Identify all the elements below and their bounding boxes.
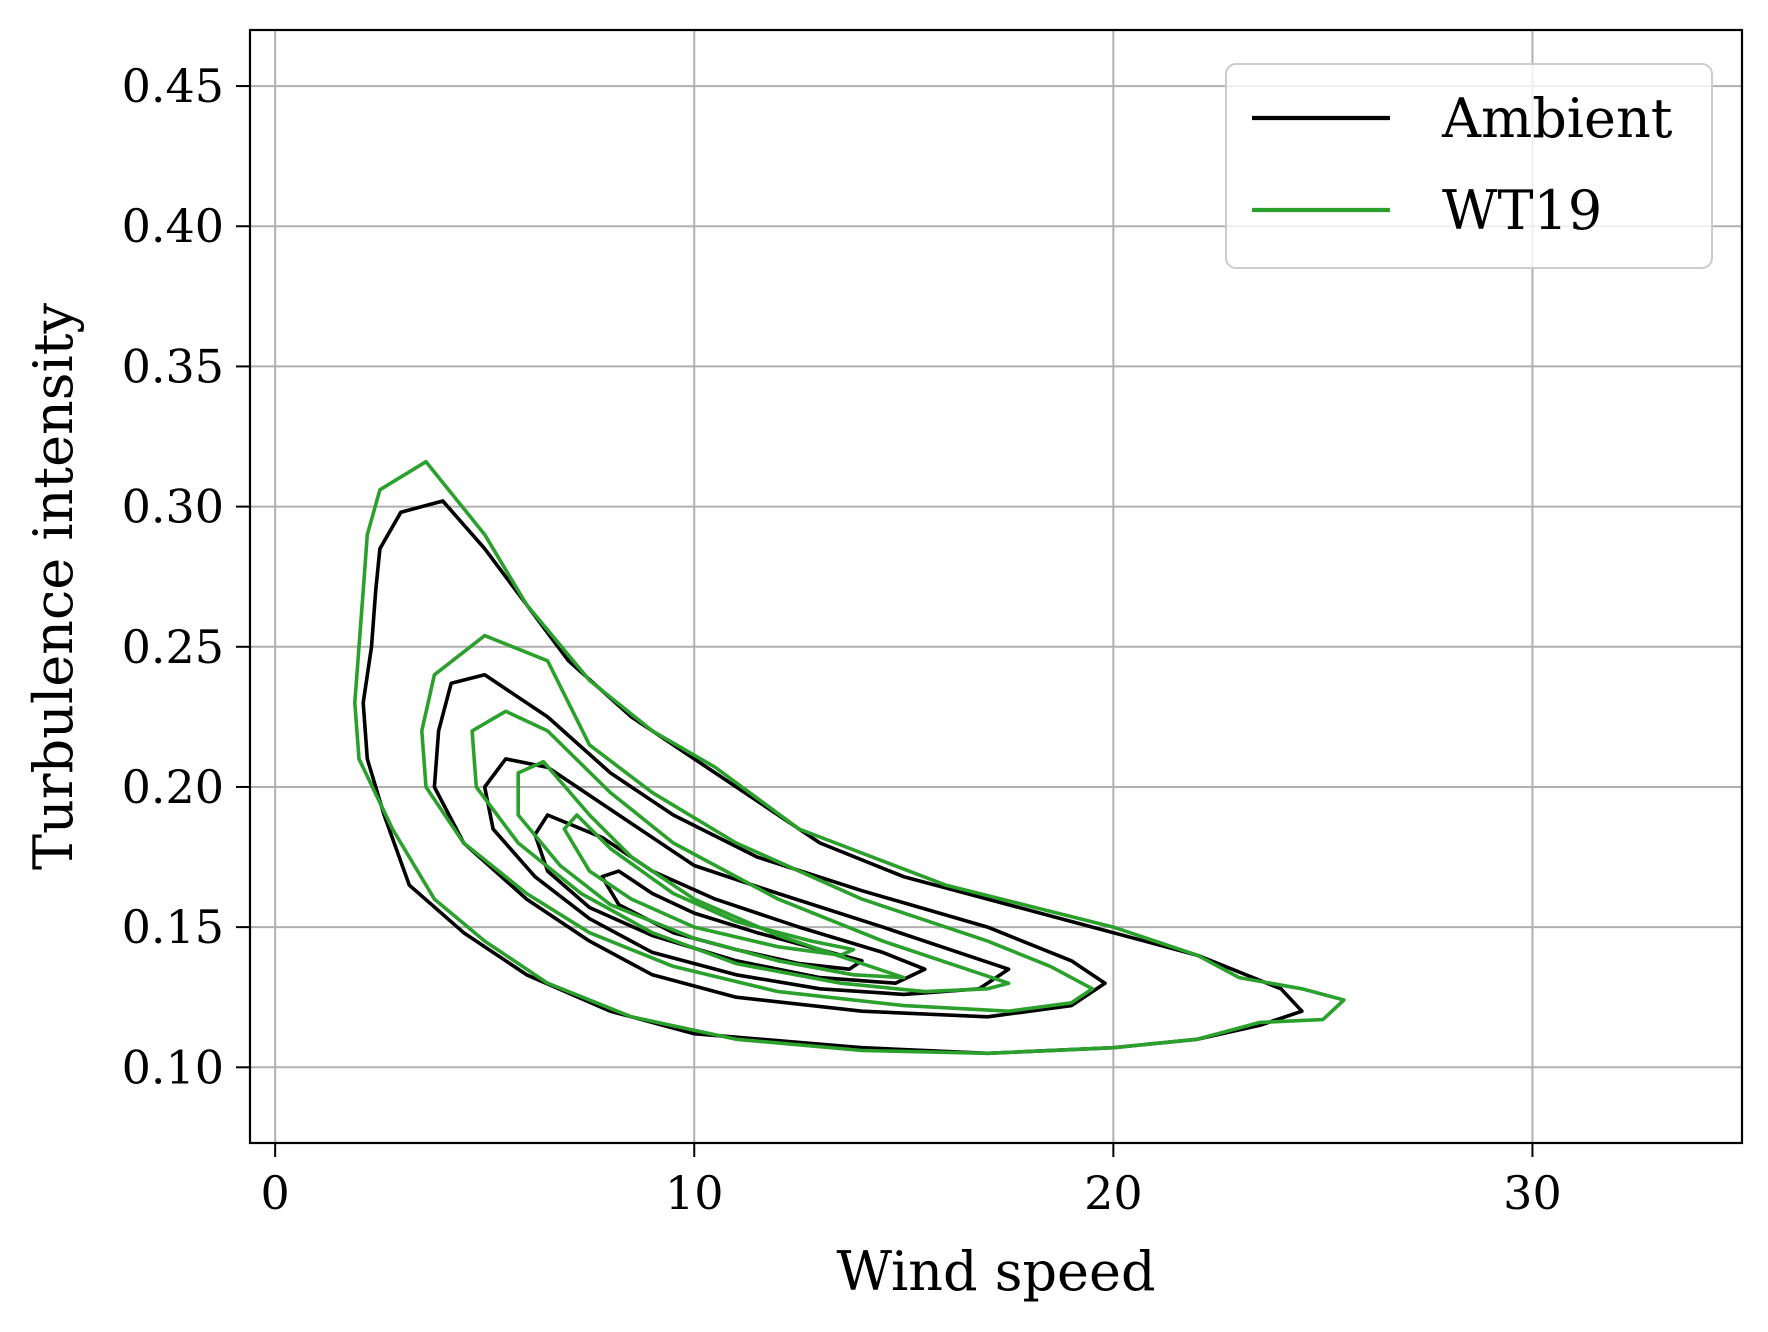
series-wt19 <box>352 459 1346 1056</box>
x-tick-label: 30 <box>1503 1166 1562 1220</box>
y-tick-label: 0.10 <box>122 1040 224 1094</box>
x-axis: 0 10 20 30 <box>261 1143 1562 1220</box>
legend-box <box>1225 63 1713 269</box>
series-ambient <box>361 499 1304 1056</box>
y-axis-label: Turbulence intensity <box>22 303 85 870</box>
y-tick-label: 0.35 <box>122 339 224 393</box>
legend-label: Ambient <box>1441 87 1673 150</box>
contour-ambient <box>361 499 1304 1056</box>
plot-frame <box>248 28 1744 1145</box>
x-tick-label: 0 <box>261 1166 290 1220</box>
legend: Ambient WT19 <box>1225 63 1713 269</box>
y-tick-label: 0.30 <box>122 480 224 534</box>
y-axis: 0.10 0.15 0.20 0.25 0.30 0.35 0.40 0.45 <box>122 59 250 1094</box>
x-tick-label: 20 <box>1084 1166 1143 1220</box>
y-tick-label: 0.40 <box>122 199 224 253</box>
plot-area <box>352 459 1346 1056</box>
contour-ambient <box>482 757 1011 997</box>
y-tick-label: 0.15 <box>122 900 224 954</box>
x-axis-label: Wind speed <box>836 1240 1155 1303</box>
contour-wt19 <box>419 633 1095 1014</box>
y-tick-label: 0.20 <box>122 760 224 814</box>
y-tick-label: 0.25 <box>122 620 224 674</box>
x-tick-label: 10 <box>665 1166 724 1220</box>
contour-ambient <box>432 672 1107 1019</box>
contour-wt19 <box>562 813 856 958</box>
y-tick-label: 0.45 <box>122 59 224 113</box>
contour-wt19 <box>470 709 1011 994</box>
legend-label: WT19 <box>1442 179 1602 242</box>
contour-wt19 <box>352 459 1346 1056</box>
